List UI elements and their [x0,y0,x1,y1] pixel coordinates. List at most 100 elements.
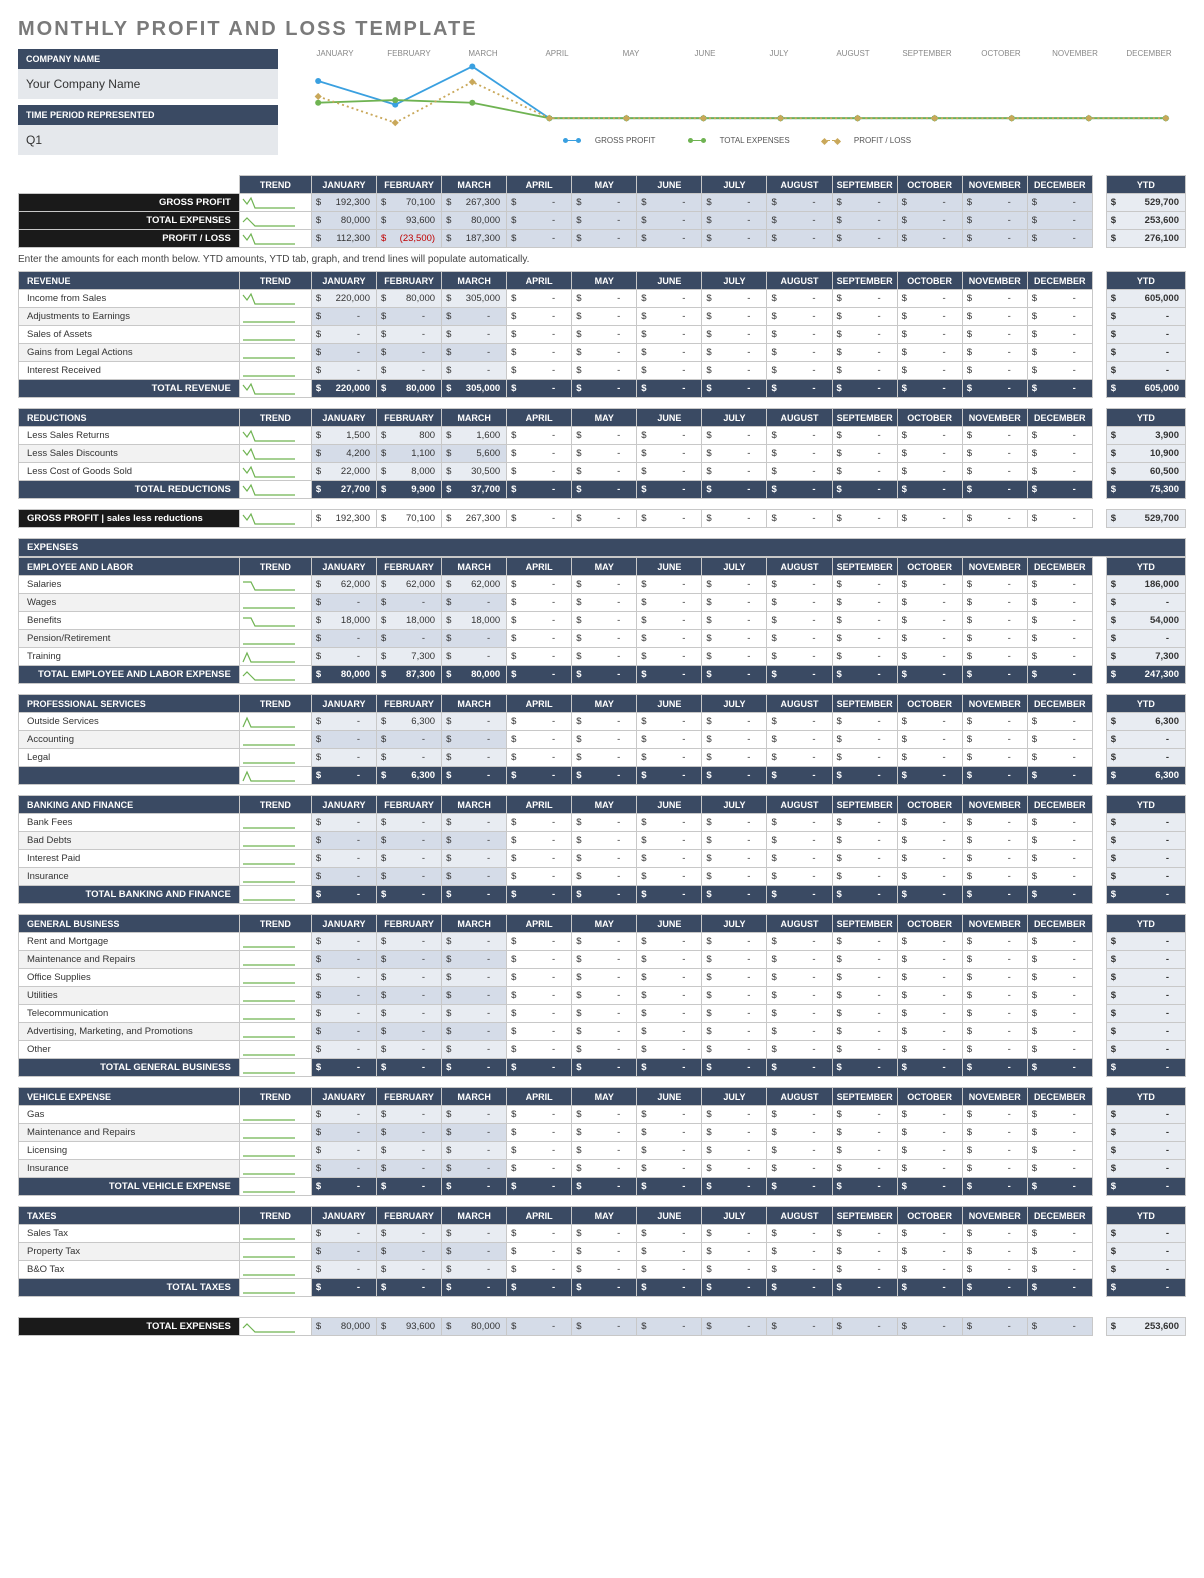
money-cell[interactable]: $- [507,1261,572,1279]
money-cell[interactable]: $- [702,194,767,212]
money-cell[interactable]: $- [442,850,507,868]
money-cell[interactable]: $- [767,230,832,248]
money-cell[interactable]: $- [702,481,767,499]
money-cell[interactable]: $- [702,1279,767,1297]
money-cell[interactable]: $- [442,1243,507,1261]
money-cell[interactable]: $- [767,1243,832,1261]
money-cell[interactable]: $- [702,951,767,969]
money-cell[interactable]: $- [962,380,1027,398]
money-cell[interactable]: $- [376,969,441,987]
money-cell[interactable]: $- [767,1160,832,1178]
money-cell[interactable]: $- [767,445,832,463]
money-cell[interactable]: $- [637,731,702,749]
money-cell[interactable]: $- [897,326,962,344]
money-cell[interactable]: $- [767,290,832,308]
money-cell[interactable]: $- [962,1059,1027,1077]
money-cell[interactable]: $- [1027,648,1092,666]
money-cell[interactable]: $- [897,1225,962,1243]
money-cell[interactable]: $220,000 [311,380,376,398]
money-cell[interactable]: $- [832,832,897,850]
money-cell[interactable]: $- [572,290,637,308]
money-cell[interactable]: $- [897,832,962,850]
money-cell[interactable]: $- [962,290,1027,308]
money-cell[interactable]: $- [637,1178,702,1196]
money-cell[interactable]: $- [1027,713,1092,731]
money-cell[interactable]: $- [897,290,962,308]
money-cell[interactable]: $- [767,510,832,528]
money-cell[interactable]: $- [702,212,767,230]
money-cell[interactable]: $- [897,380,962,398]
money-cell[interactable]: $- [442,1059,507,1077]
money-cell[interactable]: $- [507,1142,572,1160]
money-cell[interactable]: $- [832,630,897,648]
money-cell[interactable]: $- [702,850,767,868]
money-cell[interactable]: $- [637,648,702,666]
money-cell[interactable]: $- [507,1023,572,1041]
money-cell[interactable]: $- [507,1318,572,1336]
money-cell[interactable]: $- [1027,1041,1092,1059]
money-cell[interactable]: $- [1027,1318,1092,1336]
money-cell[interactable]: $- [702,308,767,326]
money-cell[interactable]: $- [311,1106,376,1124]
money-cell[interactable]: $- [962,612,1027,630]
money-cell[interactable]: $- [572,212,637,230]
money-cell[interactable]: $- [572,767,637,785]
money-cell[interactable]: $- [376,1225,441,1243]
money-cell[interactable]: $- [507,612,572,630]
money-cell[interactable]: $- [442,648,507,666]
money-cell[interactable]: $- [767,1041,832,1059]
money-cell[interactable]: $- [767,576,832,594]
money-cell[interactable]: $- [637,1142,702,1160]
money-cell[interactable]: $- [572,868,637,886]
money-cell[interactable]: $- [1027,1279,1092,1297]
money-cell[interactable]: $27,700 [311,481,376,499]
money-cell[interactable]: $- [832,308,897,326]
money-cell[interactable]: $- [897,463,962,481]
money-cell[interactable]: $- [442,1142,507,1160]
money-cell[interactable]: $- [572,1160,637,1178]
money-cell[interactable]: $- [572,1178,637,1196]
money-cell[interactable]: $- [507,1106,572,1124]
money-cell[interactable]: $- [962,326,1027,344]
money-cell[interactable]: $- [962,868,1027,886]
money-cell[interactable]: $- [832,230,897,248]
money-cell[interactable]: $- [962,576,1027,594]
money-cell[interactable]: $- [702,612,767,630]
money-cell[interactable]: $- [637,1225,702,1243]
money-cell[interactable]: $- [442,1160,507,1178]
money-cell[interactable]: $- [767,194,832,212]
money-cell[interactable]: $- [897,481,962,499]
money-cell[interactable]: $- [897,987,962,1005]
money-cell[interactable]: $- [311,814,376,832]
money-cell[interactable]: $- [767,463,832,481]
money-cell[interactable]: $- [702,326,767,344]
money-cell[interactable]: $- [311,1041,376,1059]
money-cell[interactable]: $- [767,630,832,648]
money-cell[interactable]: $- [311,933,376,951]
money-cell[interactable]: $- [572,344,637,362]
money-cell[interactable]: $- [767,666,832,684]
money-cell[interactable]: $- [572,481,637,499]
money-cell[interactable]: $- [702,1243,767,1261]
money-cell[interactable]: $- [637,814,702,832]
money-cell[interactable]: $- [507,594,572,612]
money-cell[interactable]: $18,000 [442,612,507,630]
money-cell[interactable]: $- [897,362,962,380]
money-cell[interactable]: $62,000 [442,576,507,594]
money-cell[interactable]: $- [572,1243,637,1261]
money-cell[interactable]: $- [832,868,897,886]
money-cell[interactable]: $- [832,1225,897,1243]
money-cell[interactable]: $- [702,1005,767,1023]
money-cell[interactable]: $- [1027,463,1092,481]
money-cell[interactable]: $- [897,1261,962,1279]
money-cell[interactable]: $- [897,1160,962,1178]
money-cell[interactable]: $- [572,1059,637,1077]
money-cell[interactable]: $- [1027,1142,1092,1160]
money-cell[interactable]: $- [376,630,441,648]
money-cell[interactable]: $- [637,951,702,969]
money-cell[interactable]: $- [702,1318,767,1336]
money-cell[interactable]: $(23,500) [376,230,441,248]
money-cell[interactable]: $267,300 [442,510,507,528]
money-cell[interactable]: $- [832,1142,897,1160]
money-cell[interactable]: $- [897,814,962,832]
